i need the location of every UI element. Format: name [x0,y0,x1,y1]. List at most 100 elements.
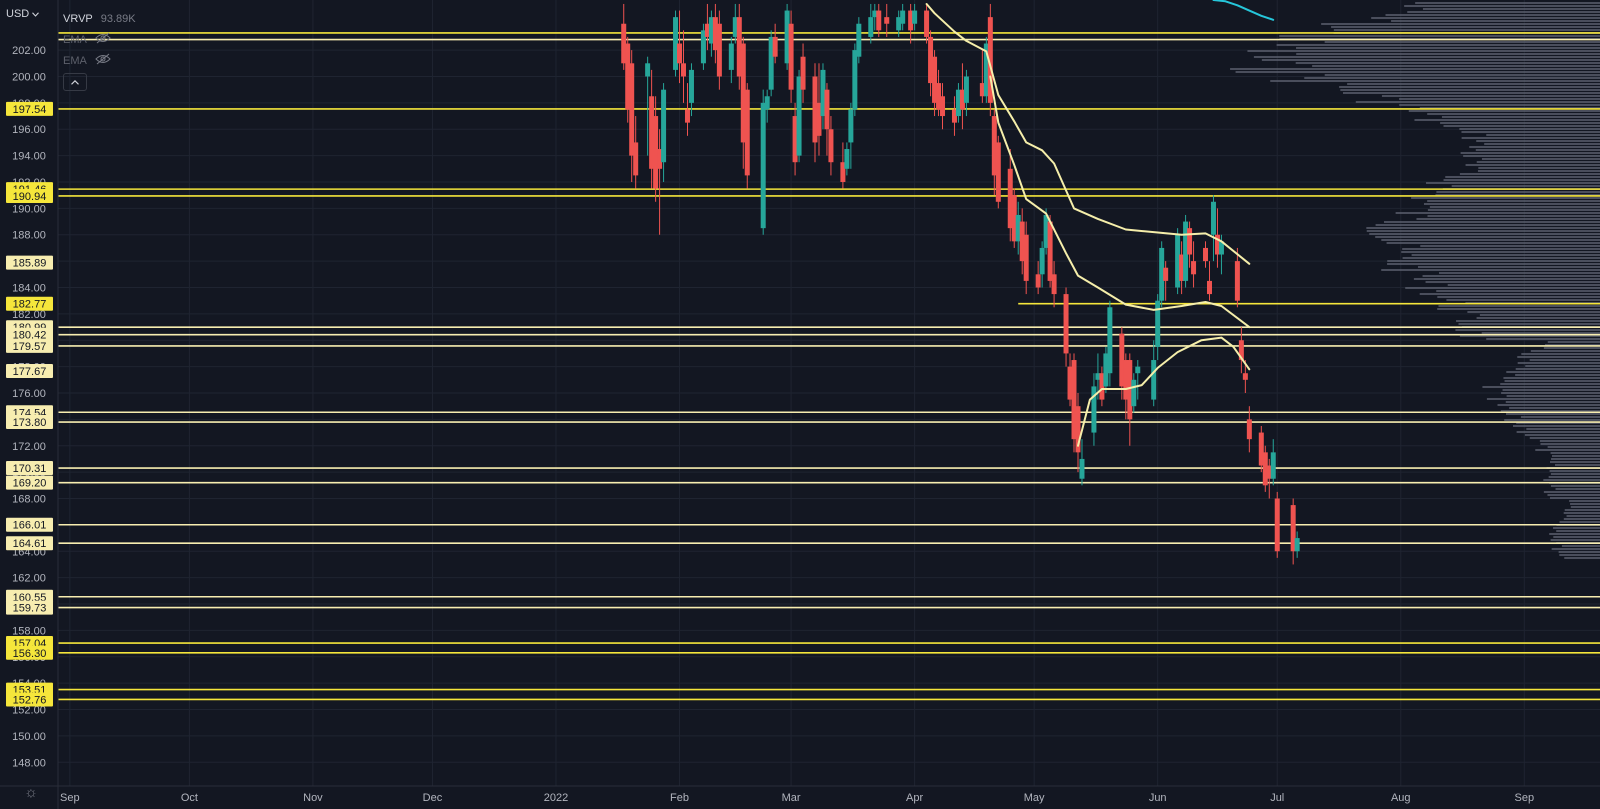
volume-profile-bar [1427,200,1600,202]
eye-crossed-icon[interactable] [95,53,111,68]
volume-profile-bar [1420,245,1600,247]
volume-profile-bar [1566,515,1600,517]
volume-profile-bar [1500,383,1600,385]
candle [1290,498,1296,565]
volume-profile-bar [1551,548,1600,550]
legend-vrvp-label: VRVP [63,12,93,25]
candle-body [708,17,714,44]
volume-profile-bar [1247,50,1600,52]
legend-row-vrvp[interactable]: VRVP 93.89K [63,8,136,29]
volume-profile-bar [1405,287,1600,289]
candle-body [760,102,766,229]
volume-profile-bar [1446,299,1600,301]
volume-profile-bar [1556,530,1600,532]
candle-body [1063,294,1069,354]
currency-selector[interactable]: USD [6,5,50,22]
candle-body [1270,452,1276,479]
volume-profile-bar [1419,107,1600,109]
candle-body [1015,214,1021,242]
volume-profile-bar [1387,260,1600,262]
legend-row-ema-2[interactable]: EMA [63,50,136,71]
candle [1159,241,1165,308]
candle-body [908,10,914,31]
volume-profile-bar [1558,551,1600,553]
legend-collapse-button[interactable] [63,73,87,91]
candle [940,83,946,130]
volume-profile-bar [1550,473,1600,475]
volume-profile-bar [1427,215,1600,217]
price-tick-label: 152.00 [12,705,46,717]
volume-profile-bar [1526,428,1600,430]
volume-profile-bar [1549,461,1600,463]
volume-profile-bar [1445,176,1600,178]
candle-body [736,17,742,77]
candle [1075,393,1081,473]
candle-body [1067,366,1073,400]
ema-line-4 [1212,0,1275,21]
volume-profile-bar [1381,269,1600,271]
candle [868,3,874,44]
candle [959,63,965,130]
candle [1187,221,1193,268]
candle-body [1099,373,1105,400]
volume-profile-bar [1563,518,1600,520]
candle [987,3,993,117]
level-label-background [6,692,53,707]
volume-profile-bar [1459,128,1600,130]
candle-body [852,50,858,110]
level-label-background [6,363,53,378]
time-tick-label: Mar [782,792,801,804]
price-tick-label: 194.00 [12,151,46,163]
candle-body [1011,195,1017,242]
volume-profile-bar [1481,332,1600,334]
volume-profile-bar [1230,68,1600,70]
time-tick-label: Apr [906,792,923,804]
volume-profile-bar [1570,506,1600,508]
volume-profile-bar [1459,173,1600,175]
level-label-background [6,188,53,203]
volume-profile-bar [1371,17,1600,19]
eye-crossed-icon[interactable] [95,32,111,47]
ema-line-3 [1077,336,1251,447]
candle-body [1107,307,1113,374]
volume-profile-bar [1324,41,1600,43]
volume-profile-bar [1407,11,1600,13]
volume-profile-bar [1331,26,1600,28]
volume-profile-bar [1347,83,1600,85]
candle-body [900,10,906,24]
candle [995,135,1001,209]
candle-body [1214,234,1220,255]
price-scale-panel[interactable] [0,0,58,809]
candle [800,43,806,103]
volume-profile-bar [1506,413,1600,415]
price-tick-label: 158.00 [12,625,46,637]
volume-profile-bar [1411,197,1600,199]
level-label-text: 166.01 [13,520,47,532]
volume-profile-bar [1355,101,1600,103]
level-price-label: 170.31 [6,461,53,476]
price-tick-label: 148.00 [12,757,46,769]
volume-profile-bar [1375,236,1600,238]
volume-profile-bar [1324,74,1600,76]
gear-icon[interactable]: ☼ [24,784,38,801]
volume-profile-bar [1569,500,1600,502]
volume-profile-bar [1333,29,1600,31]
candle-body [1135,366,1141,374]
volume-profile-bar [1540,443,1600,445]
candle-body [784,10,790,64]
candle-body [764,96,770,110]
candle [1163,261,1169,301]
time-tick-label: Jun [1149,792,1167,804]
candle [1242,360,1248,393]
candle-body [924,10,930,37]
volume-profile-bar [1459,335,1600,337]
candle-body [1051,274,1057,295]
candle-body [1191,261,1197,275]
volume-profile-bar [1520,416,1600,418]
candle-body [732,17,738,37]
candle-body [681,63,687,77]
time-scale-panel[interactable] [0,786,1600,809]
legend-row-ema-1[interactable]: EMA [63,29,136,50]
volume-profile-bar [1416,218,1600,220]
